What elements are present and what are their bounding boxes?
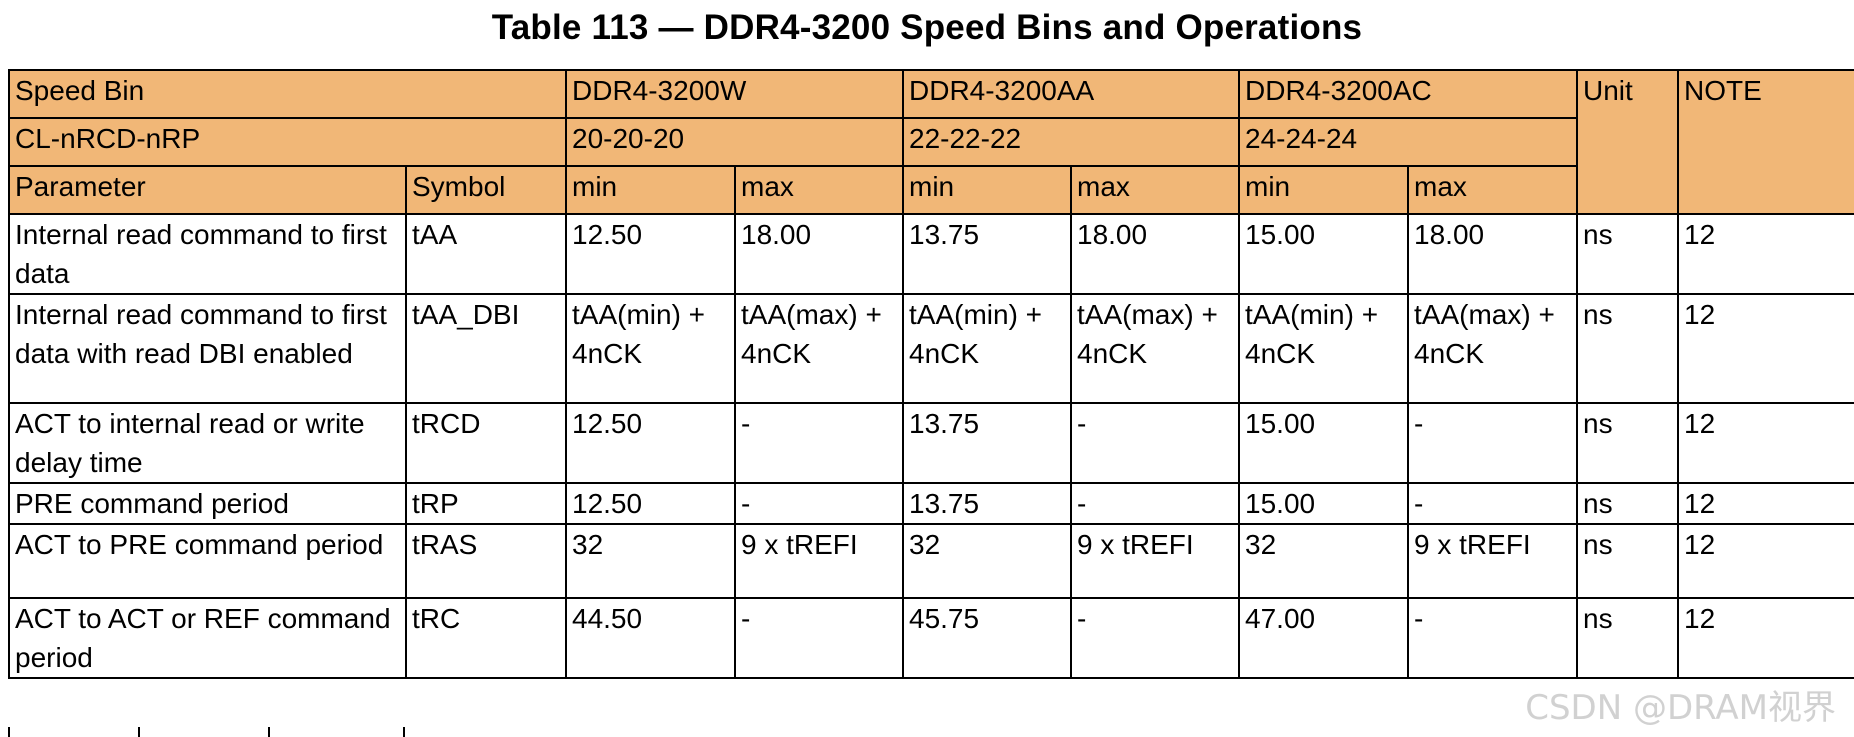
- w-max-cell: 18.00: [734, 213, 904, 295]
- min-header-ac: min: [1238, 165, 1410, 215]
- aa-max-cell: 9 x tREFI: [1069, 523, 1241, 599]
- cl-value-aa: 22-22-22: [901, 117, 1241, 167]
- param-cell: Internal read command to first data: [8, 213, 407, 295]
- cl-label: CL-nRCD-nRP: [8, 117, 567, 167]
- unit-cell: ns: [1576, 482, 1680, 525]
- unit-cell: ns: [1576, 523, 1680, 599]
- w-min-cell: 12.50: [565, 402, 736, 484]
- cl-value-w: 20-20-20: [565, 117, 904, 167]
- header-row-cl: CL-nRCD-nRP 20-20-20 22-22-22 24-24-24: [8, 117, 1854, 167]
- w-max-cell: -: [734, 482, 904, 525]
- aa-max-cell: -: [1069, 597, 1241, 679]
- bin-header-aa: DDR4-3200AA: [901, 69, 1241, 119]
- ac-min-cell: tAA(min) + 4nCK: [1238, 293, 1410, 404]
- aa-min-cell: 13.75: [902, 482, 1072, 525]
- symbol-cell: tRP: [405, 482, 567, 525]
- aa-min-cell: 32: [902, 523, 1072, 599]
- unit-cell: ns: [1576, 402, 1680, 484]
- unit-header: Unit: [1576, 69, 1680, 215]
- symbol-cell: tRC: [405, 597, 567, 679]
- aa-max-cell: -: [1069, 482, 1241, 525]
- table-title: Table 113 — DDR4-3200 Speed Bins and Ope…: [491, 8, 1363, 47]
- unit-cell: ns: [1576, 597, 1680, 679]
- w-max-cell: -: [734, 597, 904, 679]
- aa-max-cell: tAA(max) + 4nCK: [1069, 293, 1241, 404]
- w-max-cell: 9 x tREFI: [734, 523, 904, 599]
- min-header-w: min: [565, 165, 736, 215]
- param-cell: ACT to internal read or write delay time: [8, 402, 407, 484]
- aa-min-cell: tAA(min) + 4nCK: [902, 293, 1072, 404]
- header-row-parameter: Parameter Symbol min max min max min max: [8, 165, 1854, 215]
- header-row-speed-bin: Speed Bin DDR4-3200W DDR4-3200AA DDR4-32…: [8, 69, 1854, 215]
- w-min-cell: 12.50: [565, 213, 736, 295]
- speed-bin-table: Speed Bin DDR4-3200W DDR4-3200AA DDR4-32…: [8, 69, 1854, 679]
- ac-max-cell: -: [1407, 402, 1579, 484]
- ac-max-cell: tAA(max) + 4nCK: [1407, 293, 1579, 404]
- cl-value-ac: 24-24-24: [1238, 117, 1579, 167]
- table-row: Internal read command to first data with…: [8, 293, 1854, 404]
- parameter-header: Parameter: [8, 165, 407, 215]
- w-max-cell: -: [734, 402, 904, 484]
- note-cell: 12: [1677, 402, 1854, 484]
- param-cell: Internal read command to first data with…: [8, 293, 407, 404]
- note-cell: 12: [1677, 597, 1854, 679]
- table-row: ACT to PRE command period tRAS 32 9 x tREFI…: [8, 523, 1854, 599]
- symbol-header: Symbol: [405, 165, 567, 215]
- ac-min-cell: 15.00: [1238, 213, 1410, 295]
- ac-min-cell: 47.00: [1238, 597, 1410, 679]
- ac-max-cell: -: [1407, 482, 1579, 525]
- ac-min-cell: 32: [1238, 523, 1410, 599]
- ac-min-cell: 15.00: [1238, 482, 1410, 525]
- ac-max-cell: -: [1407, 597, 1579, 679]
- aa-max-cell: -: [1069, 402, 1241, 484]
- ac-max-cell: 18.00: [1407, 213, 1579, 295]
- ac-max-cell: 9 x tREFI: [1407, 523, 1579, 599]
- min-header-aa: min: [902, 165, 1072, 215]
- max-header-ac: max: [1407, 165, 1579, 215]
- aa-max-cell: 18.00: [1069, 213, 1241, 295]
- note-cell: 12: [1677, 213, 1854, 295]
- next-row-cut-edge: [8, 727, 1854, 737]
- max-header-w: max: [734, 165, 904, 215]
- aa-min-cell: 13.75: [902, 213, 1072, 295]
- symbol-cell: tRAS: [405, 523, 567, 599]
- note-cell: 12: [1677, 293, 1854, 404]
- table-row: PRE command period tRP 12.50-13.75-15.00- n…: [8, 482, 1854, 525]
- max-header-aa: max: [1069, 165, 1241, 215]
- bin-header-ac: DDR4-3200AC: [1238, 69, 1579, 119]
- w-min-cell: 32: [565, 523, 736, 599]
- symbol-cell: tAA_DBI: [405, 293, 567, 404]
- param-cell: PRE command period: [8, 482, 407, 525]
- note-header: NOTE: [1677, 69, 1854, 215]
- table-row: ACT to internal read or write delay time…: [8, 402, 1854, 484]
- aa-min-cell: 45.75: [902, 597, 1072, 679]
- aa-min-cell: 13.75: [902, 402, 1072, 484]
- table-row: ACT to ACT or REF command period tRC 44.50…: [8, 597, 1854, 679]
- w-min-cell: tAA(min) + 4nCK: [565, 293, 736, 404]
- unit-cell: ns: [1576, 213, 1680, 295]
- w-min-cell: 44.50: [565, 597, 736, 679]
- note-cell: 12: [1677, 523, 1854, 599]
- param-cell: ACT to ACT or REF command period: [8, 597, 407, 679]
- w-max-cell: tAA(max) + 4nCK: [734, 293, 904, 404]
- symbol-cell: tRCD: [405, 402, 567, 484]
- ac-min-cell: 15.00: [1238, 402, 1410, 484]
- unit-cell: ns: [1576, 293, 1680, 404]
- note-cell: 12: [1677, 482, 1854, 525]
- speed-bin-label: Speed Bin: [8, 69, 567, 119]
- watermark: CSDN @DRAM视界: [1525, 688, 1836, 728]
- w-min-cell: 12.50: [565, 482, 736, 525]
- symbol-cell: tAA: [405, 213, 567, 295]
- bin-header-w: DDR4-3200W: [565, 69, 904, 119]
- param-cell: ACT to PRE command period: [8, 523, 407, 599]
- table-row: Internal read command to first data tAA 12…: [8, 213, 1854, 295]
